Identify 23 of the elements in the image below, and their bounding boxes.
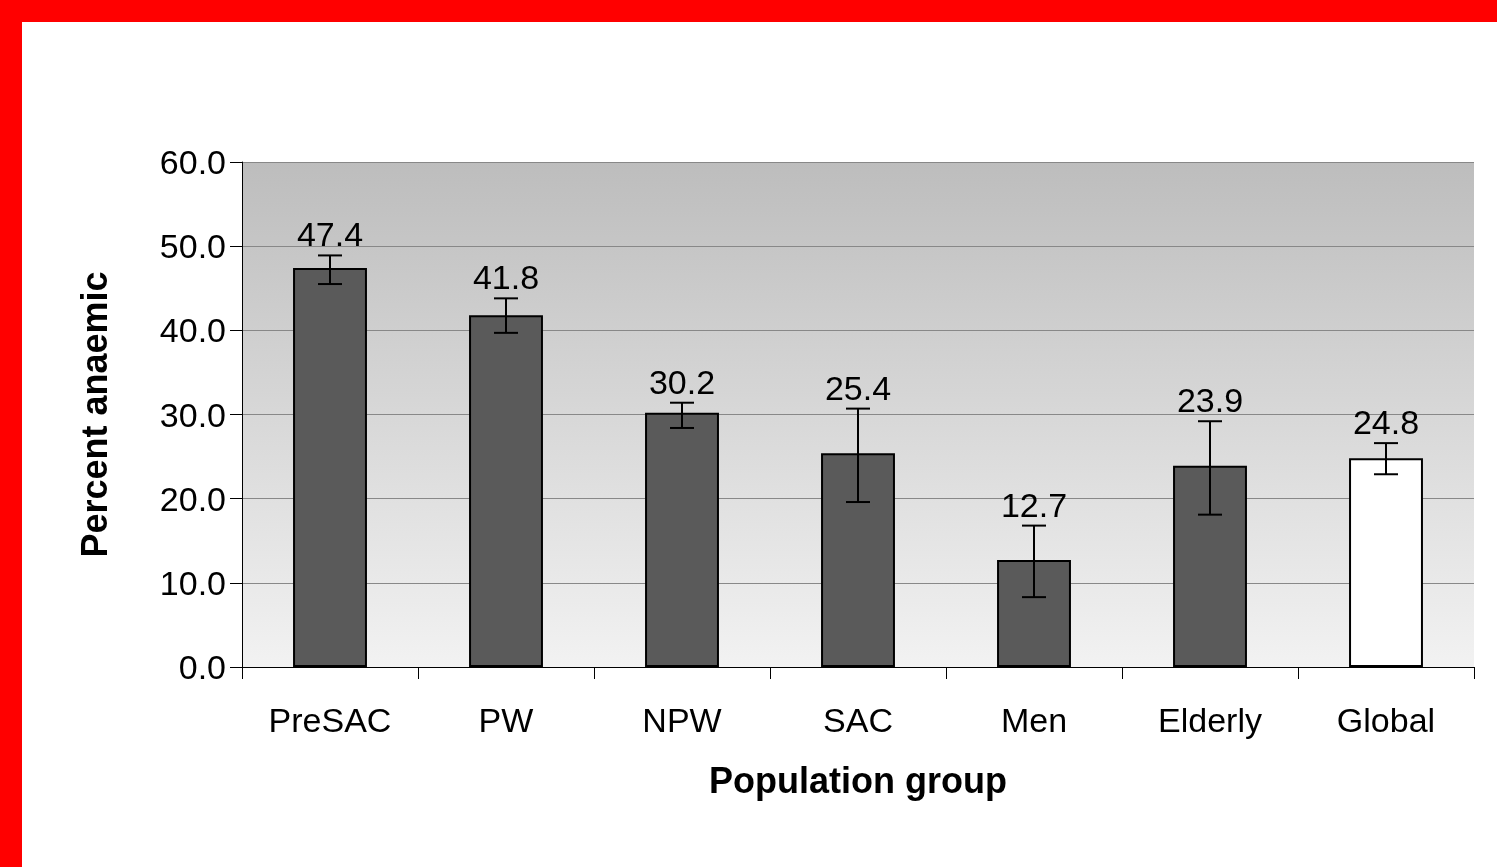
- y-axis-title: Percent anaemic: [73, 271, 115, 558]
- x-tick-label: Elderly: [1158, 701, 1262, 739]
- data-label: 24.8: [1352, 403, 1420, 442]
- data-label: 47.4: [296, 215, 364, 254]
- x-axis-title: Population group: [709, 759, 1007, 801]
- y-tick-label: 60.0: [159, 143, 226, 181]
- y-tick-label: 40.0: [159, 311, 226, 350]
- x-tick-label: SAC: [823, 701, 893, 739]
- y-tick-label: 0.0: [178, 648, 226, 686]
- data-label: 25.4: [824, 368, 892, 407]
- data-label: 12.7: [1000, 485, 1068, 524]
- data-label: 23.9: [1176, 381, 1244, 420]
- data-label: 41.8: [472, 258, 540, 297]
- y-tick-label: 50.0: [159, 227, 226, 266]
- y-tick-label: 30.0: [159, 395, 226, 434]
- y-tick-label: 10.0: [159, 563, 226, 602]
- x-tick-label: PreSAC: [268, 701, 392, 739]
- x-tick-label: Global: [1336, 701, 1436, 739]
- x-tick-label: PW: [478, 701, 534, 739]
- data-label: 30.2: [648, 362, 716, 401]
- y-tick-label: 20.0: [159, 479, 226, 518]
- x-tick-label: Men: [1000, 701, 1068, 739]
- x-tick-label: NPW: [642, 701, 722, 739]
